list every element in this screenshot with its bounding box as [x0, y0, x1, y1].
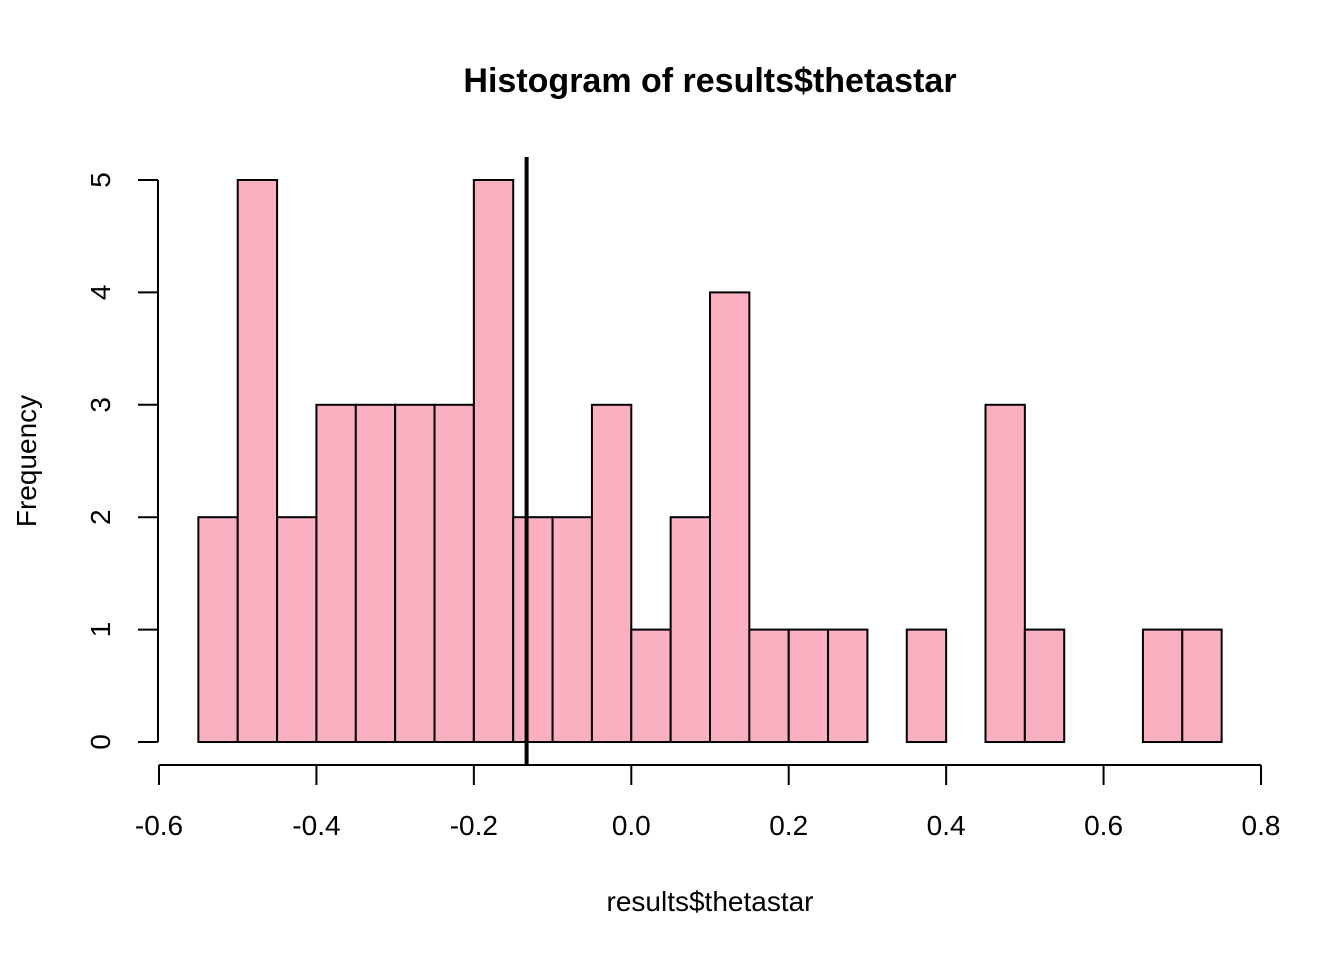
histogram-bar-24 [1141, 628, 1184, 743]
histogram-bar-2 [276, 516, 318, 744]
x-tick-label-4: 0.2 [769, 810, 808, 841]
histogram-bar-3 [315, 403, 357, 743]
histogram-bar-4 [354, 403, 397, 743]
y-tick-label-4: 4 [85, 285, 116, 301]
histogram-bar-10 [590, 403, 633, 743]
histogram-bar-11 [630, 628, 672, 743]
y-tick-label-5: 5 [85, 172, 116, 188]
x-tick-label-0: -0.6 [135, 810, 183, 841]
y-tick-label-2: 2 [85, 509, 116, 525]
x-tick-label-1: -0.4 [292, 810, 340, 841]
histogram-bar-21 [1023, 628, 1066, 743]
histogram-bar-13 [709, 291, 751, 743]
x-tick-label-7: 0.8 [1242, 810, 1281, 841]
y-tick-label-0: 0 [85, 734, 116, 750]
histogram-bar-16 [827, 628, 869, 743]
y-tick-label-3: 3 [85, 397, 116, 413]
histogram-bar-5 [394, 403, 436, 743]
x-axis-label: results$thetastar [607, 886, 814, 917]
x-axis: -0.6 -0.4 -0.2 0.0 0.2 0.4 0.6 0.8 [135, 764, 1281, 841]
histogram-bar-20 [984, 403, 1026, 743]
x-tick-label-2: -0.2 [450, 810, 498, 841]
x-tick-label-5: 0.4 [927, 810, 966, 841]
histogram-bar-25 [1181, 628, 1223, 743]
histogram-bar-8 [512, 516, 554, 744]
histogram-bar-14 [748, 628, 790, 743]
histogram-bar-18 [905, 628, 948, 743]
bars-group [197, 179, 1223, 744]
histogram-bar-6 [433, 403, 475, 743]
histogram-bar-7 [472, 179, 515, 743]
histogram-bar-1 [236, 179, 279, 743]
y-axis: 0 1 2 3 4 5 [85, 172, 159, 750]
histogram-bar-15 [787, 628, 830, 743]
chart-title: Histogram of results$thetastar [463, 62, 956, 100]
histogram-bar-9 [551, 516, 593, 744]
y-tick-label-1: 1 [85, 622, 116, 638]
x-tick-label-6: 0.6 [1084, 810, 1123, 841]
histogram-bar-0 [197, 516, 239, 744]
y-axis-label: Frequency [11, 395, 42, 527]
histogram-bar-12 [669, 516, 712, 744]
x-tick-label-3: 0.0 [612, 810, 651, 841]
